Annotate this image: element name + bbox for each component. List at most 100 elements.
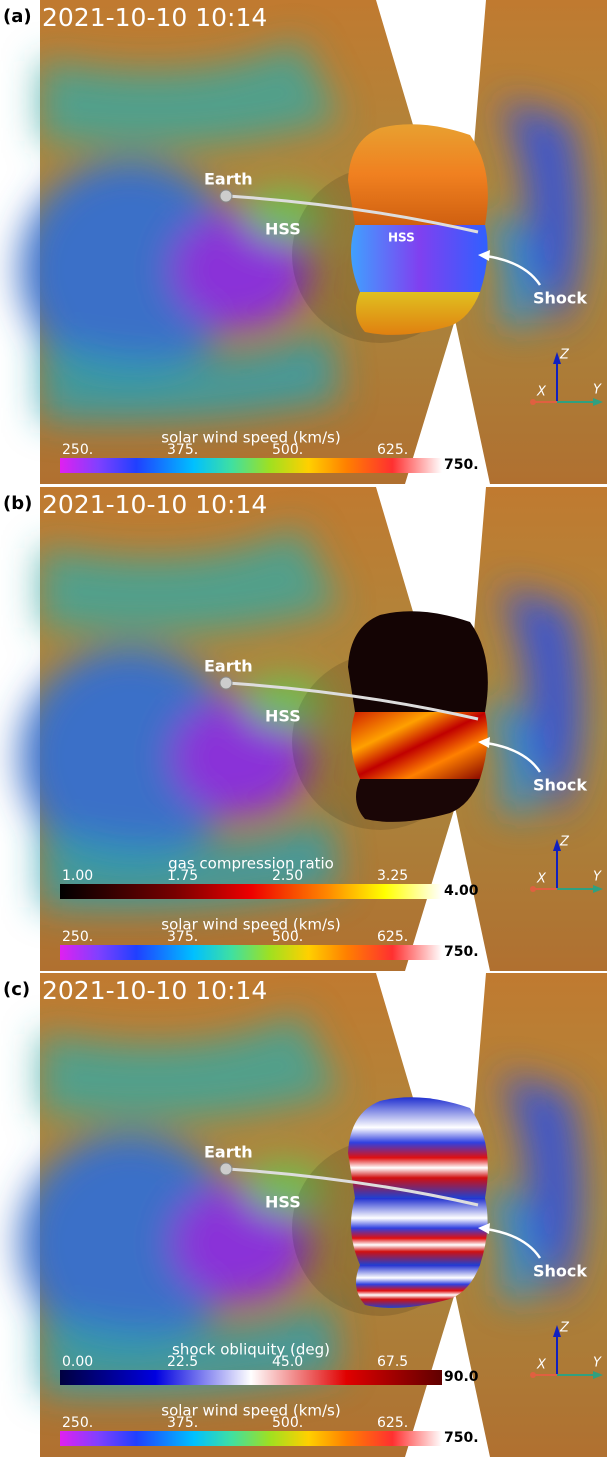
earth — [219, 189, 233, 203]
earth-line — [227, 681, 479, 721]
axis-label: X — [536, 1358, 547, 1373]
colorbar-tick: 625. — [377, 929, 408, 945]
timestamp: 2021-10-10 10:14 — [42, 490, 267, 519]
slow-wind — [170, 697, 310, 817]
colorbar-tick: 375. — [167, 1415, 198, 1431]
axes-triad: Z X Y — [530, 1321, 603, 1379]
axis-label: X — [536, 872, 547, 887]
axis-label: Y — [593, 1356, 602, 1371]
colorbar-title: solar wind speed (km/s) — [161, 1402, 340, 1420]
panel: Earth HSS Shock (c) 2021-10-10 10:14 Z X Yshock… — [3, 973, 607, 1457]
x-head — [530, 1372, 536, 1378]
cme-surface — [348, 124, 488, 335]
shock-arrow — [485, 254, 542, 286]
annotation: Shock — [533, 1262, 587, 1281]
annotation: Shock — [533, 289, 587, 308]
annotation: HSS — [388, 231, 415, 245]
stream — [480, 707, 533, 817]
y-head — [593, 398, 603, 406]
cme-lower — [356, 1265, 480, 1308]
colorbar-tick: 1.75 — [167, 868, 198, 884]
colorbar-tick: 67.5 — [377, 1354, 408, 1370]
colorbar-tick: 22.5 — [167, 1354, 198, 1370]
colorbar-tick: 2.50 — [272, 868, 303, 884]
cut-plane — [376, 487, 490, 971]
cme-lower — [356, 292, 480, 335]
colorbar-tick: 1.00 — [62, 868, 93, 884]
colorbar-tick: 250. — [62, 929, 93, 945]
slow-wind — [170, 210, 310, 330]
colorbar — [60, 458, 442, 473]
shock-arrow — [485, 1227, 542, 1259]
stream — [500, 100, 583, 330]
colorbar-title: gas compression ratio — [168, 855, 334, 873]
colorbar-tick: 500. — [272, 442, 303, 458]
colorbar-tick: 750. — [444, 944, 479, 960]
stream — [500, 587, 583, 817]
panel-label: (b) — [3, 493, 32, 514]
colorbar-tick: 0.00 — [62, 1354, 93, 1370]
cme-upper — [348, 124, 488, 225]
shock-arrow — [485, 741, 542, 773]
timestamp: 2021-10-10 10:14 — [42, 3, 267, 32]
timestamp: 2021-10-10 10:14 — [42, 976, 267, 1005]
colorbar-tick: 4.00 — [444, 883, 479, 899]
panel-label: (c) — [3, 979, 30, 1000]
annotation: HSS — [265, 220, 301, 239]
arrowhead — [478, 737, 490, 748]
earth-line — [227, 194, 479, 234]
cut-plane — [376, 973, 490, 1457]
colorbar-tick: 500. — [272, 1415, 303, 1431]
annotation: HSS — [265, 707, 301, 726]
x-head — [530, 399, 536, 405]
colorbar-tick: 750. — [444, 1430, 479, 1446]
arrowhead — [478, 1223, 490, 1234]
axis-label: X — [536, 385, 547, 400]
stream — [40, 527, 340, 634]
colorbar-tick: 625. — [377, 442, 408, 458]
stream — [40, 330, 340, 423]
slow-wind — [170, 1183, 310, 1303]
colorbar — [60, 1370, 442, 1385]
axes-triad: Z X Y — [530, 348, 603, 406]
colorbar — [60, 945, 442, 960]
axis-label: Y — [593, 383, 602, 398]
x-head — [530, 886, 536, 892]
axis-label: Z — [559, 1321, 570, 1336]
colorbar-title: shock obliquity (deg) — [172, 1341, 330, 1359]
annotation: Earth — [204, 170, 253, 189]
colorbar-tick: 3.25 — [377, 868, 408, 884]
stream — [40, 40, 340, 147]
axis-label: Y — [593, 870, 602, 885]
cme-lower — [356, 779, 480, 822]
stream — [40, 1013, 340, 1120]
annotation: Earth — [204, 657, 253, 676]
colorbar-tick: 250. — [62, 1415, 93, 1431]
earth-line — [227, 1167, 479, 1207]
colorbar-tick: 375. — [167, 929, 198, 945]
slow-wind — [20, 160, 240, 380]
colorbar-tick: 45.0 — [272, 1354, 303, 1370]
wind-structure — [20, 40, 583, 423]
cme-surface — [348, 611, 488, 822]
colorbar-tick: 500. — [272, 929, 303, 945]
colorbar — [60, 884, 442, 899]
stream — [480, 1193, 533, 1303]
colorbar-tick: 250. — [62, 442, 93, 458]
colorbar — [60, 1431, 442, 1446]
cme-surface — [348, 1097, 488, 1308]
axes-triad: Z X Y — [530, 835, 603, 893]
y-head — [593, 1371, 603, 1379]
cut-plane — [376, 0, 490, 484]
cme-middle — [351, 225, 488, 292]
colorbar-tick: 625. — [377, 1415, 408, 1431]
panel-label: (a) — [3, 6, 32, 27]
colorbar-tick: 375. — [167, 442, 198, 458]
panel: Earth HSS HSS Shock (a) 2021-10-10 10:14 Z X Yso… — [3, 0, 607, 484]
cme-middle — [351, 1198, 488, 1265]
z-head — [553, 352, 561, 364]
cme-upper — [348, 611, 488, 712]
colorbar-tick: 750. — [444, 457, 479, 473]
